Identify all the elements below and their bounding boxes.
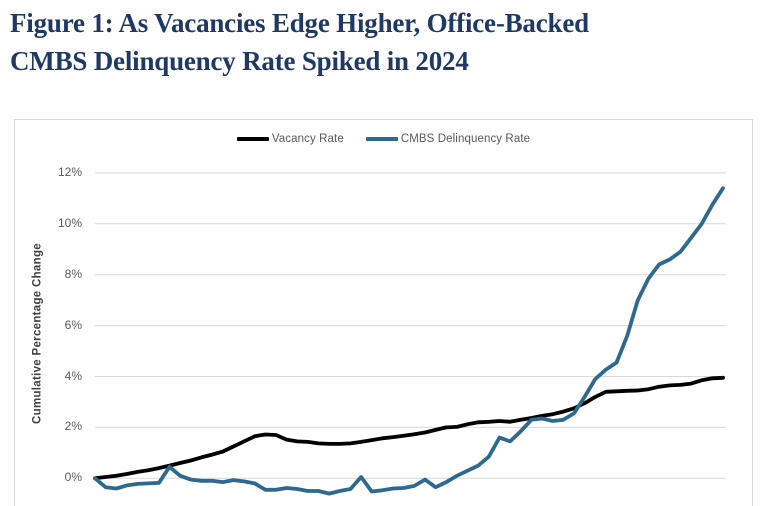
cmbs-delinquency-rate-line (93, 186, 725, 496)
y-tick-4pct: 4% (64, 368, 82, 383)
plot-area (93, 172, 726, 496)
chart-legend: Vacancy Rate CMBS Delinquency Rate (15, 133, 752, 145)
y-tick-6pct: 6% (64, 317, 82, 332)
y-tick-8pct: 8% (64, 266, 82, 281)
legend-item-cmbs-delinquency-rate: CMBS Delinquency Rate (365, 133, 531, 145)
figure-title: Figure 1: As Vacancies Edge Higher, Offi… (10, 4, 750, 80)
legend-label-cmbs-delinquency-rate: CMBS Delinquency Rate (400, 133, 531, 145)
y-tick-0pct: 0% (64, 470, 82, 485)
legend-label-vacancy-rate: Vacancy Rate (271, 133, 344, 145)
vacancy-rate-line-swatch (236, 137, 269, 141)
cmbs-delinquency-rate-line-swatch (365, 137, 398, 141)
chart-frame: Vacancy Rate CMBS Delinquency Rate Cumul… (14, 119, 753, 506)
figure-title-line-1: Figure 1: As Vacancies Edge Higher, Offi… (10, 8, 589, 38)
figure-title-line-2: CMBS Delinquency Rate Spiked in 2024 (10, 46, 469, 76)
y-tick-10pct: 10% (57, 215, 82, 230)
y-tick-12pct: 12% (57, 164, 82, 179)
vacancy-rate-line (93, 375, 725, 481)
gridlines (95, 172, 726, 479)
legend-item-vacancy-rate: Vacancy Rate (236, 133, 344, 145)
y-tick-2pct: 2% (64, 419, 82, 434)
